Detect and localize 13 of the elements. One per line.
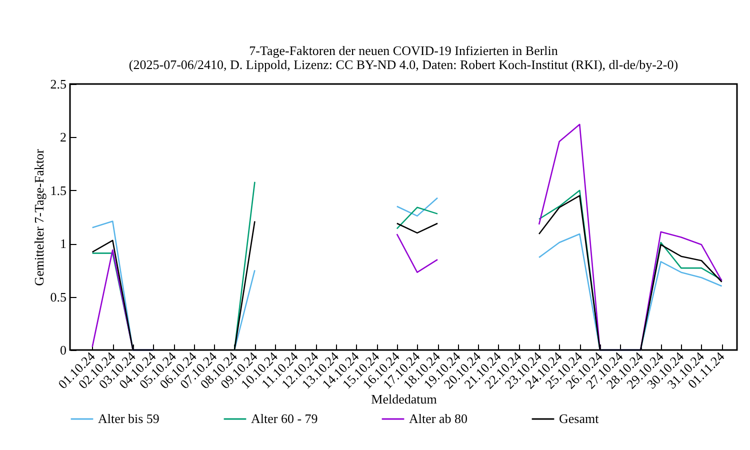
legend-label: Alter ab 80 xyxy=(409,411,468,426)
y-axis-title: Gemittelter 7-Tage-Faktor xyxy=(31,148,46,286)
y-tick-label: 2 xyxy=(60,130,66,145)
legend-label: Alter bis 59 xyxy=(98,411,160,426)
y-tick-label: 1.5 xyxy=(50,182,66,198)
chart-title: 7-Tage-Faktoren der neuen COVID-19 Infizierten in Berlin xyxy=(249,43,558,58)
legend-label: Alter 60 - 79 xyxy=(251,411,318,426)
y-tick-label: 1 xyxy=(60,236,66,252)
y-tick-label: 0.5 xyxy=(50,289,66,304)
y-tick-label: 2.5 xyxy=(50,76,66,92)
legend-label: Gesamt xyxy=(559,411,600,426)
chart-subtitle: (2025-07-06/2410, D. Lippold, Lizenz: CC BY-ND 4.0, Daten: Robert Koch-Institut (RKI), dl-de/by-2-0) xyxy=(128,57,678,72)
x-axis-title: Meldedatum xyxy=(371,392,437,407)
